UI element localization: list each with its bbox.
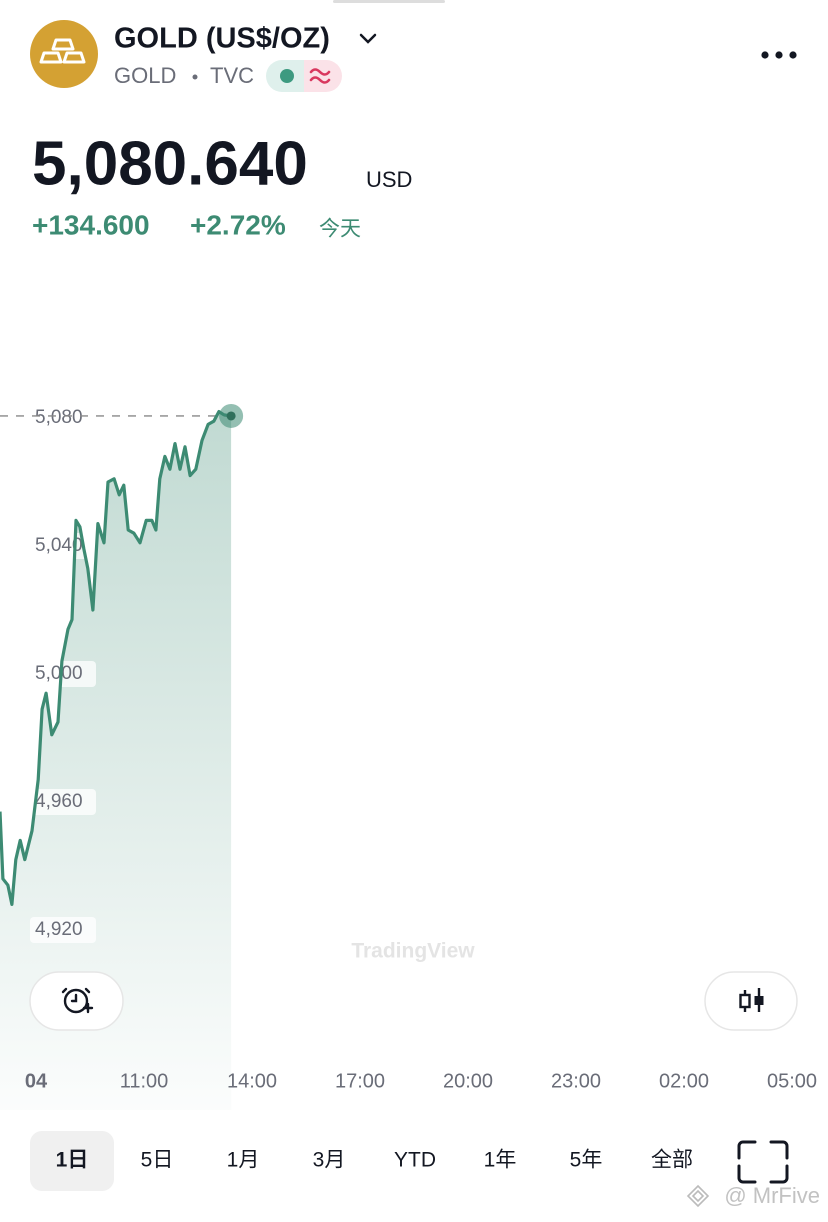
chart-style-button[interactable] — [704, 971, 798, 1031]
symbol-code: GOLD — [114, 63, 176, 88]
chart[interactable]: 4,920 4,960 5,000 5,040 5,080 04 11:00 14:00 17:… — [0, 403, 817, 1111]
y-tick-label: 5,040 — [35, 535, 83, 556]
symbol-title[interactable]: GOLD (US$/OZ) — [114, 23, 330, 55]
logo — [30, 20, 98, 88]
change-period: 今天 — [319, 218, 361, 241]
x-tick-label: 04 — [25, 1070, 48, 1092]
last-price: 5,080.640 — [32, 129, 308, 198]
y-tick-label-bg — [30, 661, 96, 687]
status-badge[interactable] — [266, 60, 342, 92]
timeframe-tab[interactable]: 3月 — [313, 1149, 346, 1172]
credit: @ MrFive — [724, 1183, 820, 1208]
x-tick-label: 02:00 — [659, 1070, 709, 1092]
y-tick-label: 4,960 — [35, 791, 83, 812]
y-tick-label-bg — [30, 533, 96, 559]
y-tick-label-bg — [30, 917, 96, 943]
symbol-source: TVC — [210, 63, 254, 88]
x-tick-label: 23:00 — [551, 1070, 601, 1092]
y-tick-label: 5,080 — [35, 407, 83, 428]
timeframe-tab[interactable]: 1年 — [484, 1149, 517, 1172]
x-tick-label: 20:00 — [443, 1070, 493, 1092]
more-menu[interactable] — [761, 51, 797, 59]
x-tick-label: 14:00 — [227, 1070, 277, 1092]
timeframe-tab[interactable]: 5日 — [141, 1149, 174, 1172]
x-tick-label: 17:00 — [335, 1070, 385, 1092]
y-tick-label: 5,000 — [35, 663, 83, 684]
status-bar-handle — [333, 0, 445, 3]
timeframe-tab[interactable]: 1月 — [227, 1149, 260, 1172]
fullscreen-button[interactable] — [737, 1140, 789, 1184]
selected-timeframe-bg — [30, 1131, 114, 1191]
credit-icon — [686, 1184, 710, 1208]
last-price-dot — [226, 411, 236, 421]
timeframe-bar: 1日 5日 1月 3月 YTD 1年 5年 全部 — [30, 1131, 693, 1191]
x-tick-label: 05:00 — [767, 1070, 817, 1092]
price-change-percent: +2.72% — [190, 209, 286, 240]
timeframe-tab[interactable]: 1日 — [56, 1149, 89, 1172]
price-currency: USD — [366, 167, 412, 192]
watermark: TradingView — [351, 940, 475, 963]
separator-dot — [192, 74, 198, 80]
x-tick-label: 11:00 — [120, 1070, 169, 1092]
timeframe-tab[interactable]: YTD — [394, 1149, 436, 1172]
price-change: +134.600 — [32, 209, 150, 240]
timeframe-tab[interactable]: 5年 — [570, 1149, 603, 1172]
y-tick-label-bg — [30, 789, 96, 815]
alert-button[interactable] — [29, 971, 124, 1031]
timeframe-tab[interactable]: 全部 — [651, 1149, 693, 1172]
y-tick-label-bg — [30, 405, 96, 431]
y-tick-label: 4,920 — [35, 919, 83, 940]
price-line — [0, 410, 232, 906]
dropdown-chevron[interactable] — [359, 33, 377, 44]
